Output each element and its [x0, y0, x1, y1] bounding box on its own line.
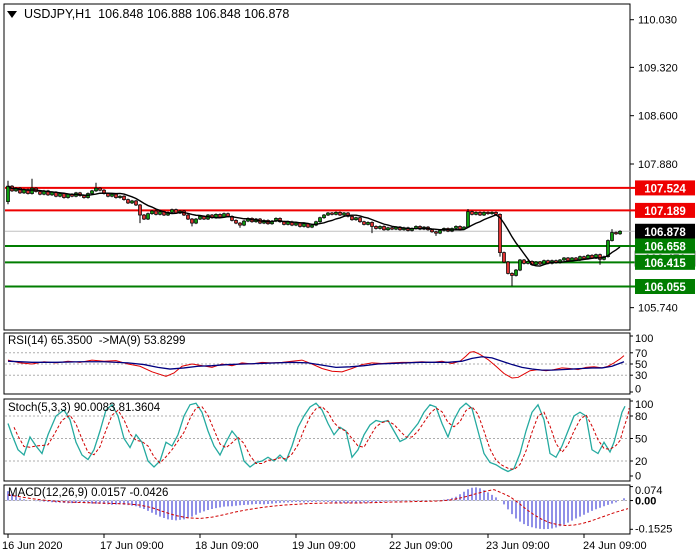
- svg-text:0.074: 0.074: [635, 485, 663, 497]
- svg-text:108.600: 108.600: [638, 111, 678, 123]
- svg-text:80: 80: [635, 411, 647, 423]
- chart-header: USDJPY,H1 106.848 106.888 106.848 106.878: [7, 7, 289, 21]
- svg-text:109.320: 109.320: [638, 62, 678, 74]
- svg-text:110.030: 110.030: [638, 15, 677, 27]
- svg-text:107.189: 107.189: [644, 206, 686, 218]
- svg-text:19 Jun 09:00: 19 Jun 09:00: [292, 540, 356, 552]
- symbol-timeframe-label: USDJPY,H1: [24, 7, 92, 21]
- svg-text:17 Jun 09:00: 17 Jun 09:00: [100, 540, 164, 552]
- svg-text:107.524: 107.524: [644, 183, 686, 195]
- level-lines: [5, 186, 637, 288]
- svg-text:23 Jun 09:00: 23 Jun 09:00: [486, 540, 550, 552]
- price-level-badge: 106.415: [635, 254, 695, 270]
- svg-text:16 Jun 2020: 16 Jun 2020: [2, 540, 63, 552]
- time-axis: 16 Jun 2020 17 Jun 09:00 18 Jun 09:00 19 Ju…: [2, 534, 647, 552]
- svg-text:106.878: 106.878: [644, 227, 686, 239]
- price-level-badge: 106.055: [635, 279, 695, 295]
- svg-text:0: 0: [635, 384, 641, 396]
- symbol-dropdown-icon[interactable]: [7, 10, 17, 18]
- svg-text:22 Jun 09:00: 22 Jun 09:00: [389, 540, 453, 552]
- rsi-indicator-label: RSI(14) 65.3500 ->MA(9) 53.8299: [8, 335, 186, 347]
- svg-text:107.880: 107.880: [638, 159, 678, 171]
- svg-text:100: 100: [635, 333, 653, 345]
- price-level-badge: 107.189: [635, 202, 695, 218]
- macd-histogram: [7, 487, 625, 530]
- svg-text:105.740: 105.740: [638, 303, 678, 315]
- price-level-badge: 106.878: [635, 223, 695, 239]
- svg-text:100: 100: [635, 399, 653, 411]
- panel-borders: [3, 3, 631, 535]
- macd-indicator-label: MACD(12,26,9) 0.0157 -0.0426: [8, 487, 169, 499]
- svg-text:50: 50: [635, 434, 647, 446]
- svg-text:30: 30: [635, 370, 647, 382]
- price-axis: 110.030 109.320 108.600 107.880 105.740: [630, 15, 678, 315]
- svg-text:50: 50: [635, 359, 647, 371]
- svg-text:24 Jun 09:00: 24 Jun 09:00: [583, 540, 647, 552]
- svg-text:0.00: 0.00: [635, 496, 656, 508]
- svg-text:-0.1525: -0.1525: [635, 524, 672, 536]
- svg-text:106.055: 106.055: [644, 282, 686, 294]
- svg-text:18 Jun 09:00: 18 Jun 09:00: [195, 540, 259, 552]
- stoch-indicator-label: Stoch(5,3,3) 90.0083 81.3604: [8, 402, 161, 414]
- candlestick-series: [6, 178, 622, 287]
- ohlc-quotes: 106.848 106.888 106.848 106.878: [98, 7, 290, 21]
- svg-text:70: 70: [635, 348, 647, 360]
- price-level-badge: 106.658: [635, 238, 695, 254]
- svg-text:0: 0: [635, 471, 641, 483]
- svg-text:20: 20: [635, 456, 647, 468]
- macd-signal-line: [7, 489, 629, 526]
- ma-line: [7, 185, 621, 267]
- svg-text:106.415: 106.415: [644, 258, 686, 270]
- svg-text:106.658: 106.658: [644, 242, 686, 254]
- price-level-badge: 107.524: [635, 180, 695, 196]
